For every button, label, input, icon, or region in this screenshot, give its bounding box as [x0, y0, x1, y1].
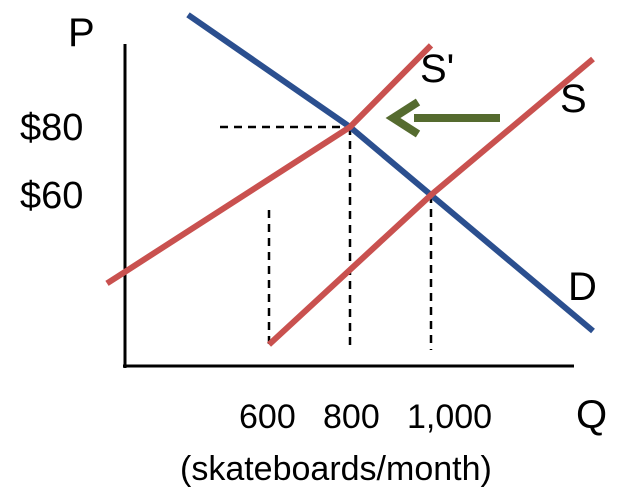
- curve-s-prime: [105, 43, 434, 286]
- curve-labels: D S S': [420, 47, 597, 309]
- curve-label-s-prime: S': [420, 47, 454, 91]
- x-tick-label: 600: [239, 398, 296, 436]
- y-tick-label: $60: [20, 175, 83, 217]
- y-axis-label: P: [68, 11, 95, 55]
- y-tick-label: $80: [20, 107, 83, 149]
- x-tick-label: 800: [323, 398, 380, 436]
- supply-shift-arrow: [385, 98, 500, 138]
- x-tick-label: 1,000: [407, 398, 492, 436]
- curve-s: [266, 56, 595, 347]
- curves: [105, 12, 595, 347]
- curve-label-s: S: [560, 77, 587, 121]
- x-axis-label: Q: [576, 393, 607, 437]
- y-tick-labels: $60 $80: [20, 107, 83, 217]
- curve-label-d: D: [568, 265, 597, 309]
- x-axis-unit-label: (skateboards/month): [180, 450, 492, 488]
- curve-d: [186, 12, 595, 334]
- x-tick-labels: 600 800 1,000: [239, 398, 492, 436]
- arrow-head: [385, 98, 421, 138]
- guide-lines: [220, 125, 433, 350]
